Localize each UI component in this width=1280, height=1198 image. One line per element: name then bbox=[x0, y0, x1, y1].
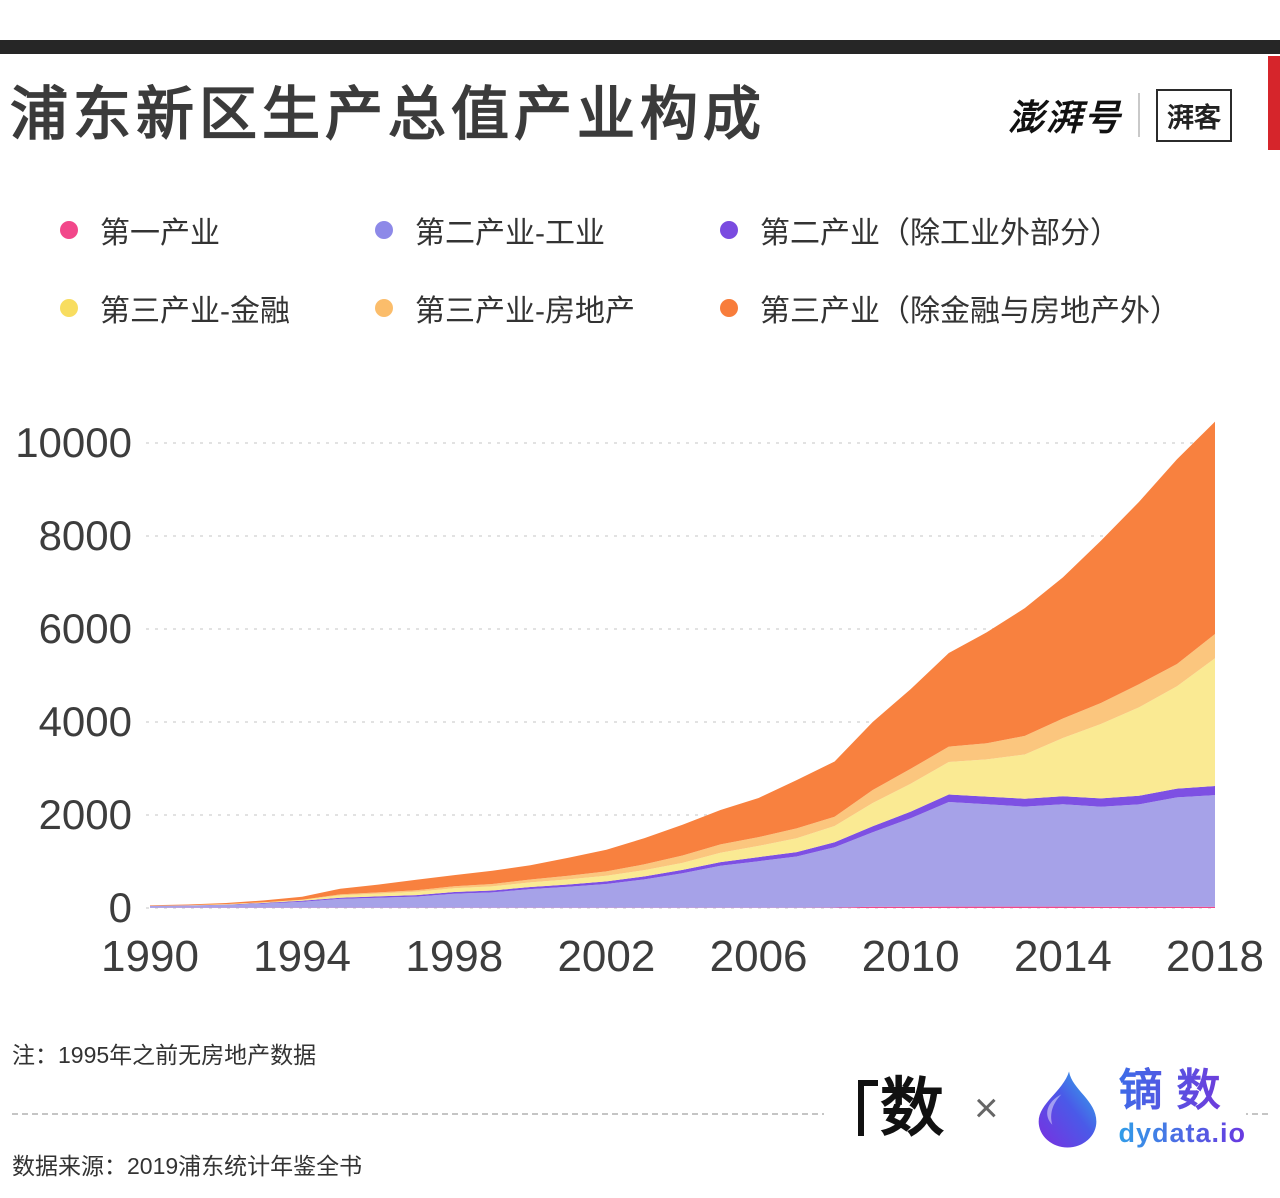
legend-dot bbox=[375, 221, 393, 239]
youshu-char: 数 bbox=[879, 1072, 944, 1144]
footer: 注：1995年之前无房地产数据 数据来源：2019浦东统计年鉴全书 数 × bbox=[0, 1036, 1280, 1181]
dydata-name-cn: 镝数 bbox=[1118, 1066, 1246, 1115]
legend-dot bbox=[60, 299, 78, 317]
legend-item: 第二产业（除工业外部分） bbox=[720, 208, 1280, 252]
bracket-mark-icon bbox=[857, 1080, 878, 1136]
dydata-flame-icon bbox=[1039, 1071, 1097, 1148]
legend-label: 第三产业-金融 bbox=[100, 295, 290, 328]
top-bar bbox=[0, 40, 1280, 54]
dydata-logo: 镝数 dydata.io bbox=[1028, 1066, 1246, 1149]
header: 浦东新区生产总值产业构成 澎湃号 湃客 bbox=[0, 54, 1280, 150]
legend-label: 第二产业（除工业外部分） bbox=[760, 217, 1120, 250]
area-series-1 bbox=[150, 906, 1215, 908]
dydata-domain: dydata.io bbox=[1118, 1118, 1246, 1149]
footer-logos: 数 × 镝数 dydata.io bbox=[823, 1044, 1246, 1172]
legend-dot bbox=[375, 299, 393, 317]
legend-item: 第二产业-工业 bbox=[375, 208, 720, 252]
legend: 第一产业 第二产业-工业 第二产业（除工业外部分） 第三产业-金融 第三产业-房地产 第三… bbox=[60, 208, 1280, 330]
x-axis-labels: 1990 1994 1998 2002 2006 2010 2014 2018 bbox=[101, 932, 1264, 981]
data-source: 数据来源：2019浦东统计年鉴全书 bbox=[12, 1153, 363, 1179]
x-tick-label: 2002 bbox=[557, 932, 655, 981]
legend-label: 第三产业-房地产 bbox=[415, 295, 635, 328]
y-tick-label: 2000 bbox=[39, 791, 132, 838]
y-tick-label: 10000 bbox=[15, 419, 132, 466]
chart-container: 0 2000 4000 6000 8000 10000 1990 1994 1998 2002 20… bbox=[0, 418, 1280, 998]
area-series-2 bbox=[150, 795, 1215, 908]
legend-label: 第二产业-工业 bbox=[415, 217, 605, 250]
legend-dot bbox=[720, 299, 738, 317]
y-tick-label: 0 bbox=[109, 884, 132, 931]
legend-item: 第三产业-金融 bbox=[60, 286, 375, 330]
dashed-divider bbox=[12, 1113, 1268, 1115]
legend-label: 第一产业 bbox=[100, 217, 220, 250]
stacked-areas bbox=[150, 421, 1215, 908]
x-tick-label: 2014 bbox=[1014, 932, 1112, 981]
area-series-3 bbox=[150, 786, 1215, 907]
legend-item: 第一产业 bbox=[60, 208, 375, 252]
y-tick-label: 4000 bbox=[39, 698, 132, 745]
x-tick-label: 2018 bbox=[1166, 932, 1264, 981]
y-axis-labels: 0 2000 4000 6000 8000 10000 bbox=[15, 419, 132, 931]
youshu-logo: 数 bbox=[846, 1072, 944, 1144]
legend-label: 第三产业（除金融与房地产外） bbox=[760, 295, 1180, 328]
footnote: 注：1995年之前无房地产数据 bbox=[12, 1042, 317, 1068]
x-tick-label: 1994 bbox=[253, 932, 351, 981]
x-tick-label: 2010 bbox=[862, 932, 960, 981]
pengpai-logo: 澎湃号 bbox=[1007, 97, 1122, 138]
page: { "header": { "top_bar_color": "#262626"… bbox=[0, 40, 1280, 1198]
x-tick-label: 2006 bbox=[710, 932, 808, 981]
legend-dot bbox=[720, 221, 738, 239]
area-series-4 bbox=[150, 658, 1215, 906]
y-tick-label: 6000 bbox=[39, 605, 132, 652]
legend-item: 第三产业-房地产 bbox=[375, 286, 720, 330]
x-tick-label: 1998 bbox=[405, 932, 503, 981]
legend-dot bbox=[60, 221, 78, 239]
stacked-area-chart: 0 2000 4000 6000 8000 10000 1990 1994 1998 2002 20… bbox=[15, 419, 1264, 981]
red-accent-stripe bbox=[1268, 56, 1280, 150]
area-series-6 bbox=[150, 421, 1215, 906]
multiply-sign: × bbox=[973, 1084, 999, 1131]
page-title: 浦东新区生产总值产业构成 bbox=[10, 82, 767, 147]
paike-badge: 湃客 bbox=[1156, 88, 1232, 142]
brand-lockup: 澎湃号 湃客 bbox=[1007, 88, 1232, 142]
y-tick-label: 8000 bbox=[39, 512, 132, 559]
brand-divider bbox=[1138, 93, 1140, 137]
legend-item: 第三产业（除金融与房地产外） bbox=[720, 286, 1280, 330]
dydata-text: 镝数 dydata.io bbox=[1118, 1066, 1246, 1149]
x-tick-label: 1990 bbox=[101, 932, 199, 981]
